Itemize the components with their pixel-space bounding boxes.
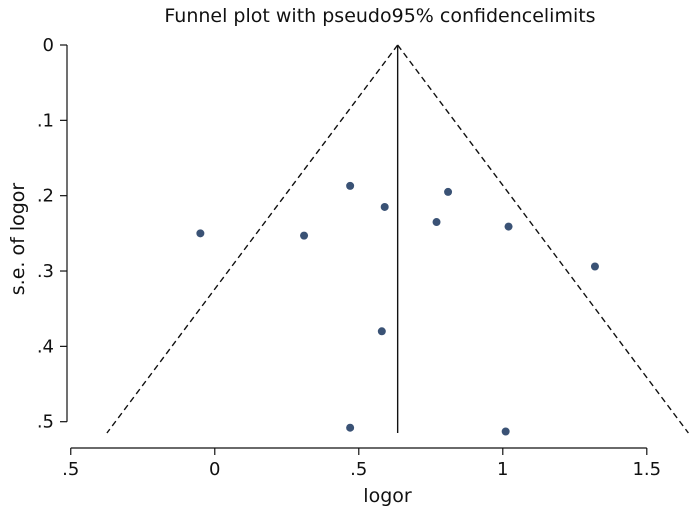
x-tick-label: .5: [350, 459, 367, 480]
chart-title: Funnel plot with pseudo95% confidencelim…: [164, 5, 595, 27]
x-axis-label: logor: [363, 485, 412, 507]
x-tick-label: 1.5: [632, 459, 661, 480]
y-tick-label: .1: [37, 110, 54, 131]
data-point: [444, 187, 453, 196]
funnel-left-limit: [106, 44, 399, 434]
x-tick-label: 1: [497, 459, 508, 480]
y-tick-label: .2: [37, 186, 54, 207]
x-axis: .5 0 .5 1 1.5: [62, 447, 661, 480]
y-tick-label: 0: [43, 35, 54, 56]
y-tick-label: .5: [37, 412, 54, 433]
data-point: [504, 222, 513, 231]
x-tick-label: .5: [62, 459, 79, 480]
data-point: [196, 229, 205, 238]
y-tick-label: .4: [37, 336, 54, 357]
data-points: [196, 181, 599, 436]
data-point: [380, 202, 389, 211]
data-point: [346, 423, 355, 432]
funnel-right-limit: [397, 44, 689, 434]
data-point: [590, 262, 599, 271]
x-tick-label: 0: [209, 459, 220, 480]
data-point: [501, 427, 510, 436]
y-axis: 0 .1 .2 .3 .4 .5: [37, 35, 68, 433]
data-point: [300, 231, 309, 240]
y-axis-label: s.e. of logor: [7, 183, 29, 296]
y-tick-label: .3: [37, 261, 54, 282]
funnel: [106, 44, 689, 434]
data-point: [377, 327, 386, 336]
data-point: [346, 181, 355, 190]
data-point: [432, 218, 441, 227]
